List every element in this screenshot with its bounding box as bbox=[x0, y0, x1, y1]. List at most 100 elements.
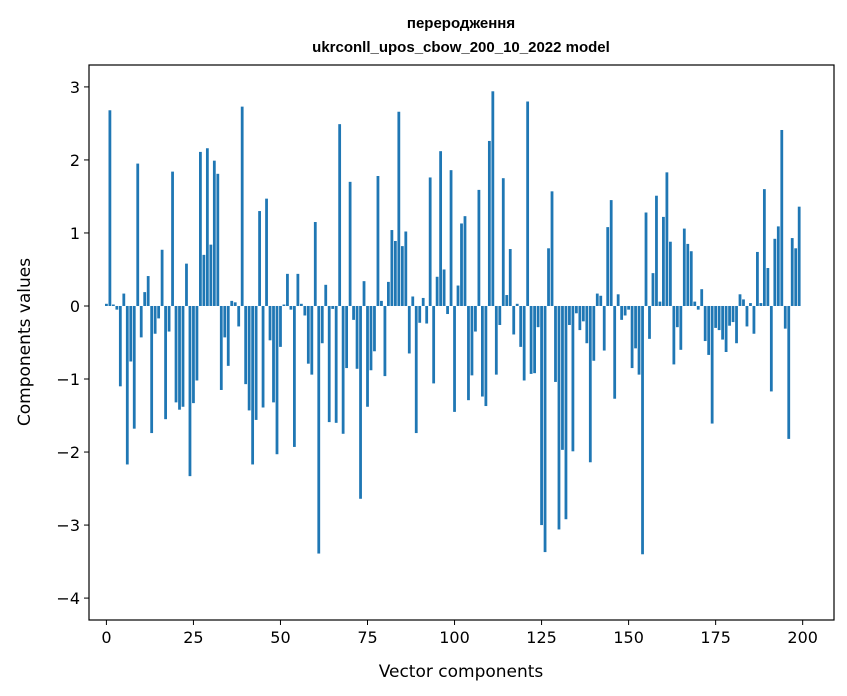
bar-49 bbox=[275, 305, 279, 455]
bar-54 bbox=[293, 305, 296, 447]
bar-64 bbox=[327, 305, 331, 423]
bar-24 bbox=[188, 305, 192, 477]
bar-97 bbox=[442, 269, 446, 306]
bar-188 bbox=[759, 303, 763, 306]
bar-162 bbox=[668, 241, 672, 306]
bar-189 bbox=[762, 189, 766, 306]
bar-145 bbox=[609, 200, 613, 306]
bar-37 bbox=[233, 302, 237, 306]
bar-168 bbox=[689, 251, 693, 306]
bar-1 bbox=[108, 110, 112, 306]
bar-182 bbox=[738, 294, 742, 306]
bar-165 bbox=[679, 305, 683, 350]
bar-132 bbox=[564, 305, 568, 520]
x-tick-label: 175 bbox=[700, 628, 731, 647]
bar-154 bbox=[641, 305, 644, 555]
bar-43 bbox=[254, 305, 258, 420]
x-axis-label: Vector components bbox=[379, 662, 544, 682]
bar-50 bbox=[279, 305, 282, 347]
bar-68 bbox=[341, 305, 345, 434]
bar-34 bbox=[223, 305, 227, 338]
bar-55 bbox=[296, 273, 300, 306]
bar-38 bbox=[237, 305, 241, 327]
bar-65 bbox=[331, 305, 335, 309]
bar-166 bbox=[682, 228, 686, 306]
bar-85 bbox=[400, 246, 404, 306]
bar-69 bbox=[345, 305, 349, 369]
bar-157 bbox=[651, 273, 655, 306]
bar-26 bbox=[195, 305, 199, 381]
bar-136 bbox=[578, 305, 582, 331]
y-tick-label: −1 bbox=[56, 370, 80, 389]
bar-114 bbox=[501, 178, 505, 306]
bar-95 bbox=[435, 276, 439, 306]
bar-28 bbox=[202, 254, 206, 306]
bar-61 bbox=[317, 305, 321, 554]
bar-76 bbox=[369, 305, 373, 371]
bar-16 bbox=[160, 249, 164, 306]
bar-93 bbox=[428, 177, 432, 306]
y-tick-label: 0 bbox=[70, 297, 80, 316]
bar-126 bbox=[543, 305, 547, 553]
bar-164 bbox=[675, 305, 679, 328]
bar-109 bbox=[484, 305, 488, 407]
bar-141 bbox=[595, 293, 599, 306]
bar-35 bbox=[226, 305, 230, 366]
bar-130 bbox=[557, 305, 561, 530]
bar-36 bbox=[230, 300, 234, 306]
y-tick-label: −3 bbox=[56, 516, 80, 535]
bar-153 bbox=[637, 305, 641, 375]
y-tick-label: 3 bbox=[70, 78, 80, 97]
bar-100 bbox=[453, 305, 456, 412]
bar-113 bbox=[498, 305, 502, 325]
bar-112 bbox=[494, 305, 498, 375]
bar-11 bbox=[143, 292, 147, 306]
bar-128 bbox=[550, 191, 554, 306]
chart-title: переродження bbox=[407, 15, 515, 32]
bar-147 bbox=[616, 294, 620, 306]
bar-142 bbox=[599, 295, 603, 306]
bar-70 bbox=[348, 181, 352, 306]
bar-31 bbox=[212, 160, 216, 306]
bar-29 bbox=[205, 148, 209, 306]
bar-40 bbox=[244, 305, 248, 385]
bar-119 bbox=[519, 305, 523, 347]
bar-83 bbox=[393, 240, 397, 306]
bar-171 bbox=[700, 289, 704, 306]
bar-3 bbox=[115, 305, 119, 310]
bar-169 bbox=[693, 301, 697, 306]
bar-103 bbox=[463, 216, 467, 306]
y-tick-label: −4 bbox=[56, 589, 80, 608]
bar-63 bbox=[324, 284, 328, 306]
bar-72 bbox=[355, 305, 359, 369]
bar-58 bbox=[306, 305, 310, 364]
bar-118 bbox=[515, 303, 519, 306]
bar-92 bbox=[425, 305, 429, 324]
bar-115 bbox=[505, 295, 509, 306]
bar-106 bbox=[474, 305, 477, 332]
x-tick-label: 125 bbox=[526, 628, 557, 647]
bar-46 bbox=[265, 198, 268, 306]
bar-176 bbox=[717, 305, 721, 331]
bar-148 bbox=[620, 305, 624, 320]
bar-135 bbox=[574, 305, 578, 314]
bar-123 bbox=[533, 305, 536, 374]
bar-23 bbox=[185, 263, 188, 306]
bar-151 bbox=[630, 305, 634, 369]
chart-subtitle: ukrconll_upos_cbow_200_10_2022 model bbox=[312, 39, 610, 56]
y-tick-label: −2 bbox=[56, 443, 80, 462]
bar-124 bbox=[536, 305, 540, 328]
bar-111 bbox=[491, 91, 495, 306]
bar-134 bbox=[571, 305, 575, 452]
bar-196 bbox=[787, 305, 791, 439]
bar-190 bbox=[766, 268, 770, 306]
bar-198 bbox=[794, 248, 798, 306]
bar-108 bbox=[481, 305, 484, 397]
bar-57 bbox=[303, 305, 307, 316]
bar-89 bbox=[414, 305, 418, 434]
bar-66 bbox=[334, 305, 338, 423]
bar-32 bbox=[216, 173, 220, 306]
bar-158 bbox=[655, 195, 658, 306]
bar-81 bbox=[387, 281, 390, 306]
